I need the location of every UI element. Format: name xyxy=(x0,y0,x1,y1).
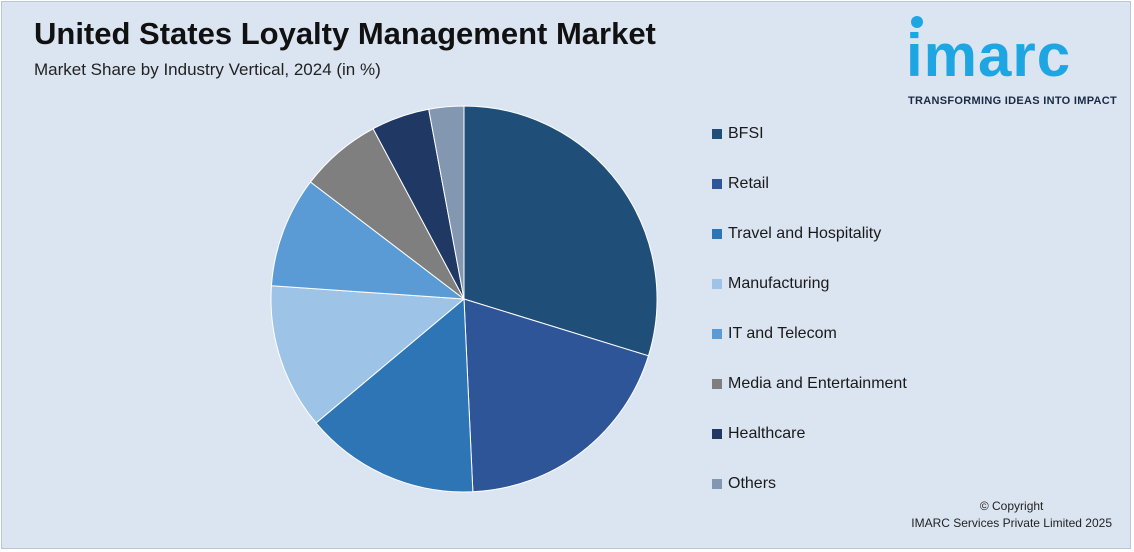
pie-slice-manufacturing xyxy=(270,285,466,424)
legend-label: Travel and Hospitality xyxy=(728,225,882,242)
legend-item: Media and Entertainment xyxy=(712,374,907,394)
pie-slice-bfsi xyxy=(463,105,658,357)
legend-item: Retail xyxy=(712,174,769,194)
legend-label: IT and Telecom xyxy=(728,325,837,342)
legend-item: IT and Telecom xyxy=(712,324,837,344)
pie-slice-travel-and-hospitality xyxy=(315,297,474,493)
legend-swatch xyxy=(712,229,722,239)
legend-swatch xyxy=(712,479,722,489)
legend-swatch xyxy=(712,429,722,439)
legend-label: Others xyxy=(728,475,777,492)
imarc-logo: imarc TRANSFORMING IDEAS INTO IMPACT xyxy=(902,14,1124,110)
legend-item: Others xyxy=(712,474,776,494)
legend-swatch xyxy=(712,379,722,389)
logo-wordmark: imarc xyxy=(906,22,1072,89)
legend-swatch xyxy=(712,329,722,339)
legend-swatch xyxy=(712,179,722,189)
legend-item: Manufacturing xyxy=(712,274,829,294)
legend-label: Media and Entertainment xyxy=(728,375,907,392)
copyright-notice: © Copyright IMARC Services Private Limit… xyxy=(911,498,1112,532)
copyright-line-1: © Copyright xyxy=(979,499,1044,513)
legend-item: BFSI xyxy=(712,124,764,144)
legend-label: BFSI xyxy=(728,125,764,142)
pie-slice-it-and-telecom xyxy=(270,181,466,300)
legend-label: Manufacturing xyxy=(728,275,830,292)
logo-dot-icon xyxy=(911,16,923,28)
legend-item: Healthcare xyxy=(712,424,805,444)
copyright-line-2: IMARC Services Private Limited 2025 xyxy=(911,516,1112,530)
chart-subtitle: Market Share by Industry Vertical, 2024 … xyxy=(34,60,381,79)
pie-slice-retail xyxy=(463,298,650,493)
legend-swatch xyxy=(712,279,722,289)
legend-label: Healthcare xyxy=(728,425,806,442)
chart-title: United States Loyalty Management Market xyxy=(34,16,656,51)
pie-slice-others xyxy=(428,105,465,300)
logo-tagline: TRANSFORMING IDEAS INTO IMPACT xyxy=(908,95,1118,107)
legend-swatch xyxy=(712,129,722,139)
legend-label: Retail xyxy=(728,175,769,192)
legend-item: Travel and Hospitality xyxy=(712,224,881,244)
